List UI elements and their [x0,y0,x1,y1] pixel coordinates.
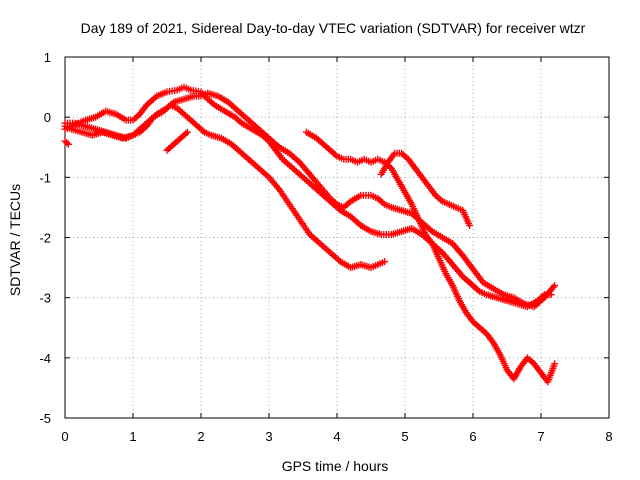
axis-ticks: 0 1 2 3 4 5 6 7 8 1 0 -1 -2 -3 -4 -5 [39,50,612,444]
grid-lines [65,57,609,418]
x-tick-label: 0 [61,429,68,444]
x-tick-label: 2 [197,429,204,444]
x-tick-label: 8 [605,429,612,444]
y-tick-label: 0 [44,110,51,125]
x-tick-label: 1 [129,429,136,444]
y-tick-label: -4 [39,351,51,366]
series-track-7 [163,128,191,154]
y-tick-label: -2 [39,231,51,246]
series-track-4 [302,128,559,386]
y-tick-label: -5 [39,411,51,426]
data-marks [61,83,559,386]
x-axis-label: GPS time / hours [282,458,389,474]
y-tick-label: -3 [39,291,51,306]
series-track-6 [61,137,72,148]
x-tick-label: 6 [469,429,476,444]
series-track-2 [61,89,559,311]
chart-title: Day 189 of 2021, Sidereal Day-to-day VTE… [81,20,586,36]
data-point [183,128,191,136]
x-tick-label: 5 [401,429,408,444]
y-tick-label: 1 [44,50,51,65]
series-track-5 [377,149,474,229]
y-tick-label: -1 [39,170,51,185]
data-point [64,140,72,148]
x-tick-label: 4 [333,429,340,444]
data-point [551,360,559,368]
x-tick-label: 3 [265,429,272,444]
y-axis-label: SDTVAR / TECUs [7,184,23,296]
data-point [381,258,389,266]
series-track-1 [61,83,555,311]
data-point [551,282,559,290]
x-tick-label: 7 [537,429,544,444]
series-track-3 [61,101,389,272]
data-point [466,221,474,229]
